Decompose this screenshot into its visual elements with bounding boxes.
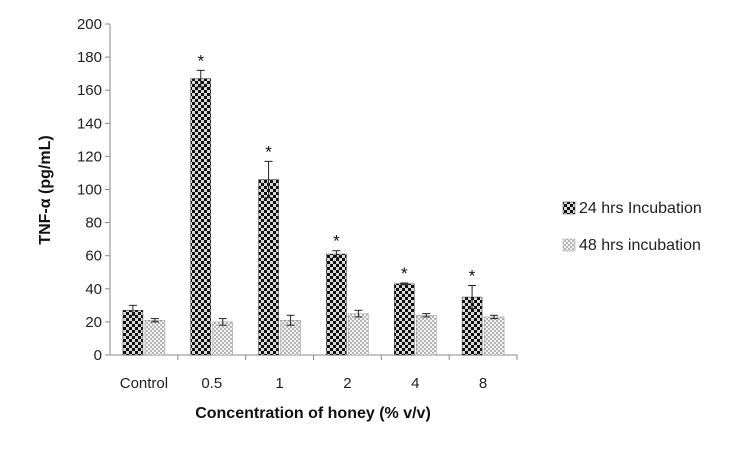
x-axis: Control 0.5 1 2 4 8: [110, 354, 518, 392]
y-tick-label: 20: [85, 314, 102, 331]
x-axis-title: Concentration of honey (% v/v): [195, 405, 431, 422]
y-axis-title: TNF-α (pg/mL): [37, 135, 54, 244]
x-tick-label: 2: [343, 375, 351, 392]
bar-48h: [144, 319, 166, 356]
legend-swatch: [562, 201, 576, 215]
y-tick-label: 100: [77, 182, 102, 199]
y-axis: 0 20 40 60 80 100 120 140 160 180 200: [77, 16, 111, 364]
y-tick-label: 80: [85, 215, 102, 232]
bar-24h: [190, 78, 211, 356]
bar-48h: [348, 313, 369, 356]
legend-label: 48 hrs incubation: [579, 237, 701, 254]
x-tick-label: Control: [120, 375, 168, 392]
bar-48h: [483, 316, 505, 356]
y-tick-label: 140: [77, 115, 102, 132]
y-tick-label: 120: [77, 148, 102, 165]
bar-24h: [326, 253, 347, 356]
bar-24h: [394, 283, 415, 356]
significance-marker: *: [401, 264, 408, 283]
x-tick-label: 8: [479, 375, 487, 392]
x-tick-label: 4: [411, 375, 419, 392]
y-tick-label: 180: [77, 49, 102, 66]
legend-label: 24 hrs Incubation: [579, 200, 702, 217]
y-tick-label: 60: [85, 248, 102, 265]
y-tick-label: 0: [94, 347, 102, 364]
legend-swatch: [562, 238, 576, 252]
bar-24h: [258, 179, 279, 356]
significance-marker: *: [333, 232, 340, 251]
bars: * * * * *: [122, 51, 505, 356]
legend: 24 hrs Incubation 48 hrs incubation: [562, 200, 702, 254]
bar-24h: [122, 310, 144, 356]
y-tick-label: 160: [77, 82, 102, 99]
bar-48h: [416, 315, 437, 356]
significance-marker: *: [265, 142, 272, 161]
x-tick-label: 0.5: [201, 375, 222, 392]
significance-marker: *: [197, 51, 204, 70]
x-tick-label: 1: [275, 375, 283, 392]
bar-48h: [212, 321, 233, 356]
significance-marker: *: [469, 266, 476, 285]
y-tick-label: 200: [77, 16, 102, 33]
y-tick-label: 40: [85, 281, 102, 298]
